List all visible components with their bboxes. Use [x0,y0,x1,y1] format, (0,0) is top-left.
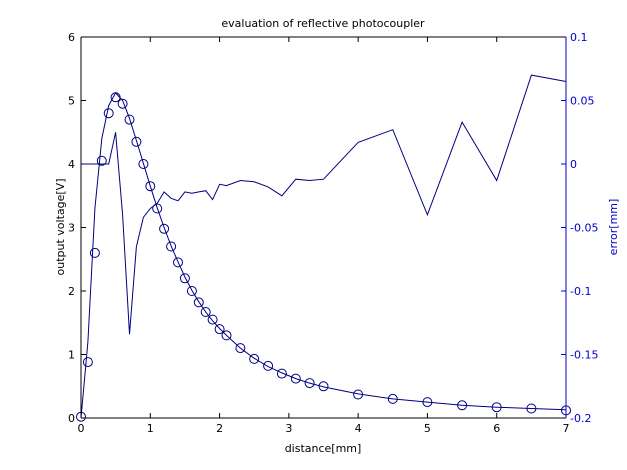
data-point-circle [249,353,260,364]
data-point-circle [276,368,287,379]
error-series-line [81,74,567,335]
y2-axis-label: error[mm] [607,199,620,256]
y-tick-label: 2 [68,285,75,298]
y-tick-label: 0 [68,412,75,425]
voltage-fit-line [80,92,567,419]
data-point-circle [117,98,128,109]
data-point-circle [159,223,170,234]
y2-tick-label: 0.1 [570,31,588,44]
data-point-circle [207,314,218,325]
data-point-circle [263,360,274,371]
series-layer [76,74,571,422]
y-tick-label: 5 [68,95,75,108]
x-tick-label: 2 [216,422,223,435]
x-tick-label: 7 [563,422,570,435]
x-tick-label: 0 [78,422,85,435]
data-point-circle [131,136,142,147]
data-point-circle [124,114,135,125]
data-point-circle [166,241,177,252]
data-point-circle [173,257,183,268]
data-point-circle [304,378,315,389]
x-tick-label: 1 [147,422,154,435]
data-point-circle [290,373,301,384]
data-point-circle [193,297,204,308]
y-tick-label: 3 [68,222,75,235]
data-point-circle [214,324,225,335]
data-point-circle [200,307,211,317]
y-tick-label: 4 [68,158,75,171]
data-point-circle [96,155,107,166]
y-tick-label: 1 [68,349,75,362]
y2-tick-label: -0.2 [570,412,591,425]
x-tick-label: 4 [355,422,362,435]
data-point-circle [82,357,93,368]
data-point-circle [221,330,232,341]
data-point-circle [89,247,100,258]
y2-tick-label: -0.1 [570,285,591,298]
y-axis-label: output voltage[V] [54,179,67,276]
x-tick-label: 6 [493,422,500,435]
y2-tick-label: -0.15 [570,349,598,362]
data-point-circle [179,273,190,284]
plot-area [81,37,566,418]
x-tick-label: 3 [285,422,292,435]
data-point-circle [186,286,197,296]
y2-tick-label: 0.05 [570,95,595,108]
y2-tick-label: 0 [570,158,577,171]
x-tick-label: 5 [424,422,431,435]
y-tick-label: 6 [68,31,75,44]
data-point-circle [318,381,329,392]
data-point-circle [235,343,246,354]
ticks-layer: 0 1 2 3 4 5 6 7 0 1 2 3 4 5 6 -0.2 -0.15 -0.1 -0.05 0 0.05 0.… [68,31,598,435]
data-point-circle [145,181,156,192]
chart-title: evaluation of reflective photocoupler [221,17,425,30]
data-point-circle [138,159,149,169]
y2-tick-label: -0.05 [570,222,598,235]
data-point-circle [103,108,114,119]
x-axis-label: distance[mm] [285,442,362,455]
